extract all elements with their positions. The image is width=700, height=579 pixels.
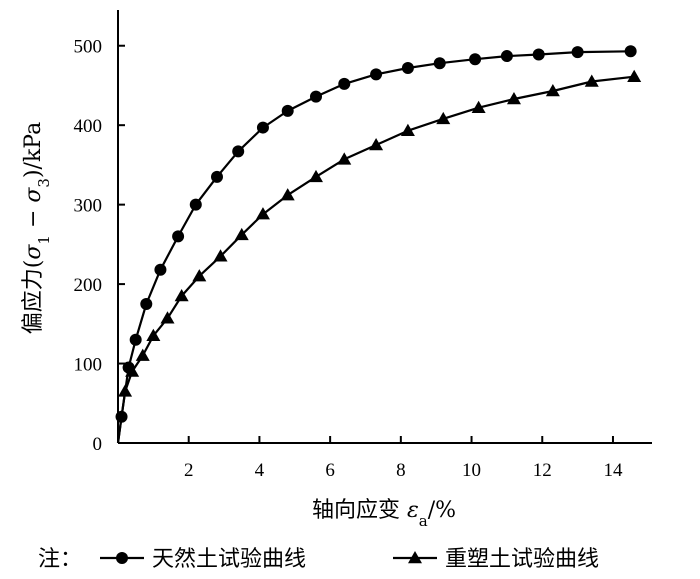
data-point: [160, 311, 175, 324]
data-point: [627, 69, 642, 82]
data-point: [232, 145, 245, 158]
data-point: [135, 348, 150, 361]
data-point: [436, 111, 451, 125]
x-tick-label: 2: [184, 460, 194, 481]
data-point: [500, 50, 513, 63]
y-tick-label: 0: [93, 434, 103, 455]
data-point: [369, 138, 384, 151]
x-tick-label: 4: [255, 460, 265, 481]
x-tick-label: 6: [325, 460, 335, 481]
x-tick-label: 10: [462, 460, 481, 481]
data-point: [146, 328, 161, 341]
y-tick-label: 200: [74, 275, 103, 296]
y-tick-label: 100: [74, 355, 103, 376]
legend: 注： 天然土试验曲线 重塑土试验曲线: [38, 547, 599, 572]
data-point: [506, 91, 521, 105]
data-point: [571, 46, 584, 59]
series-line: [116, 75, 635, 444]
data-point: [337, 152, 352, 165]
data-point: [308, 169, 323, 183]
data-point: [125, 364, 140, 377]
plot-area: 0 100 200 300 400 500 2 4 6 8 10 12 14 偏应力(σ1 − σ3)/k…: [21, 10, 652, 572]
data-point: [338, 77, 351, 90]
data-point: [471, 100, 486, 113]
y-tick-label: 300: [74, 196, 103, 217]
y-tick-label: 500: [74, 37, 103, 58]
legend-item-1: 重塑土试验曲线: [393, 547, 599, 572]
data-point: [129, 333, 142, 346]
series-natural: [115, 45, 637, 444]
legend-item-0: 天然土试验曲线: [100, 547, 306, 572]
data-point: [281, 104, 294, 117]
y-tick-label: 400: [74, 116, 103, 137]
data-point: [532, 48, 545, 61]
series-line: [116, 50, 631, 444]
data-point: [189, 198, 202, 211]
data-point: [213, 249, 228, 262]
data-point: [210, 170, 223, 183]
x-axis-title: 轴向应变 εa/%: [312, 498, 456, 530]
x-tick-label: 14: [603, 460, 623, 481]
data-point: [192, 269, 207, 282]
legend-marker: [116, 552, 128, 564]
data-point: [624, 45, 637, 58]
data-point: [309, 90, 322, 103]
data-point: [174, 289, 189, 302]
data-point: [118, 384, 133, 397]
series-remolded: [116, 69, 642, 444]
data-point: [140, 297, 153, 310]
y-axis-title: 偏应力(σ1 − σ3)/kPa: [21, 122, 53, 334]
data-point: [234, 227, 249, 241]
data-point: [401, 61, 414, 74]
data-point: [400, 123, 415, 136]
data-point: [172, 230, 185, 243]
data-point: [256, 121, 269, 134]
data-point: [584, 74, 599, 87]
x-tick-label: 12: [533, 460, 552, 481]
data-point: [469, 53, 482, 66]
legend-label: 重塑土试验曲线: [445, 547, 599, 572]
x-tick-label: 8: [396, 460, 406, 481]
data-point: [370, 68, 383, 81]
data-point: [255, 207, 270, 220]
legend-marker: [408, 551, 422, 564]
data-point: [433, 57, 446, 70]
data-point: [280, 188, 295, 201]
legend-label: 天然土试验曲线: [152, 547, 306, 572]
legend-prefix: 注：: [38, 547, 82, 572]
data-point: [154, 263, 167, 276]
data-point: [545, 84, 560, 97]
